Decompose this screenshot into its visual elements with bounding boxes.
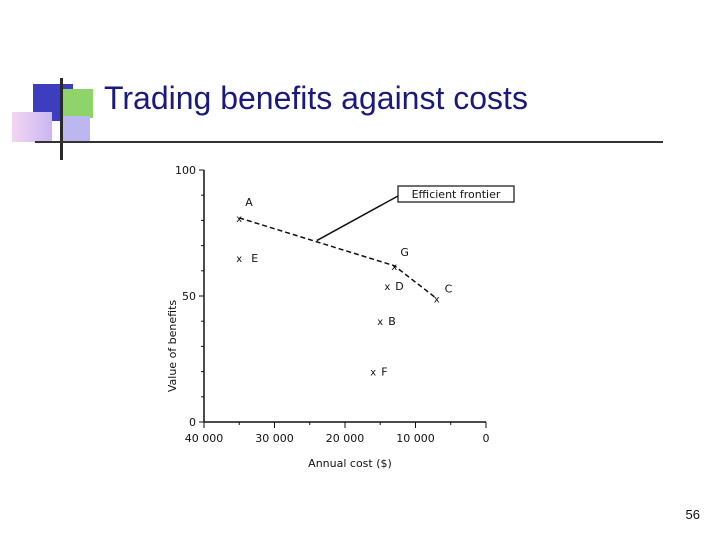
point-label-a: A — [245, 196, 253, 209]
point-marker-c: x — [434, 295, 440, 306]
decor-green-square — [63, 89, 93, 118]
point-label-e: E — [251, 252, 258, 265]
point-label-b: B — [388, 315, 396, 328]
point-marker-b: x — [377, 317, 383, 328]
decor-lavender-square — [62, 116, 90, 143]
point-label-g: G — [400, 246, 409, 259]
frontier-label: Efficient frontier — [412, 188, 501, 201]
frontier-line — [239, 217, 438, 300]
point-marker-d: x — [384, 282, 390, 293]
y-tick-label: 50 — [182, 290, 196, 303]
y-tick-label: 0 — [189, 416, 196, 429]
y-tick-label: 100 — [175, 164, 196, 177]
decor-vertical-rule — [60, 78, 63, 160]
point-marker-f: x — [370, 368, 376, 379]
point-marker-e: x — [236, 254, 242, 265]
x-tick-label: 10 000 — [396, 432, 435, 445]
efficient-frontier: Efficient frontier — [239, 185, 515, 300]
point-label-d: D — [395, 280, 403, 293]
x-tick-label: 30 000 — [255, 432, 294, 445]
decor-pink-square — [12, 112, 52, 142]
frontier-pointer — [316, 195, 399, 242]
x-tick-label: 40 000 — [185, 432, 224, 445]
point-marker-g: x — [391, 262, 397, 273]
chart-axes — [199, 169, 487, 428]
title-underline-rule — [35, 141, 663, 143]
x-tick-label: 0 — [483, 432, 490, 445]
y-axis-label: Value of benefits — [166, 300, 179, 393]
point-marker-a: x — [236, 214, 242, 225]
page-number: 56 — [685, 507, 700, 522]
x-tick-label: 20 000 — [326, 432, 365, 445]
slide-title: Trading benefits against costs — [104, 80, 528, 116]
x-axis-label: Annual cost ($) — [308, 457, 392, 470]
frontier-label-box — [397, 185, 515, 203]
chart-labels: 0 50 100 40 000 30 000 20 000 10 000 0 Annual co… — [166, 164, 490, 470]
point-label-c: C — [445, 283, 453, 296]
point-label-f: F — [381, 366, 387, 379]
